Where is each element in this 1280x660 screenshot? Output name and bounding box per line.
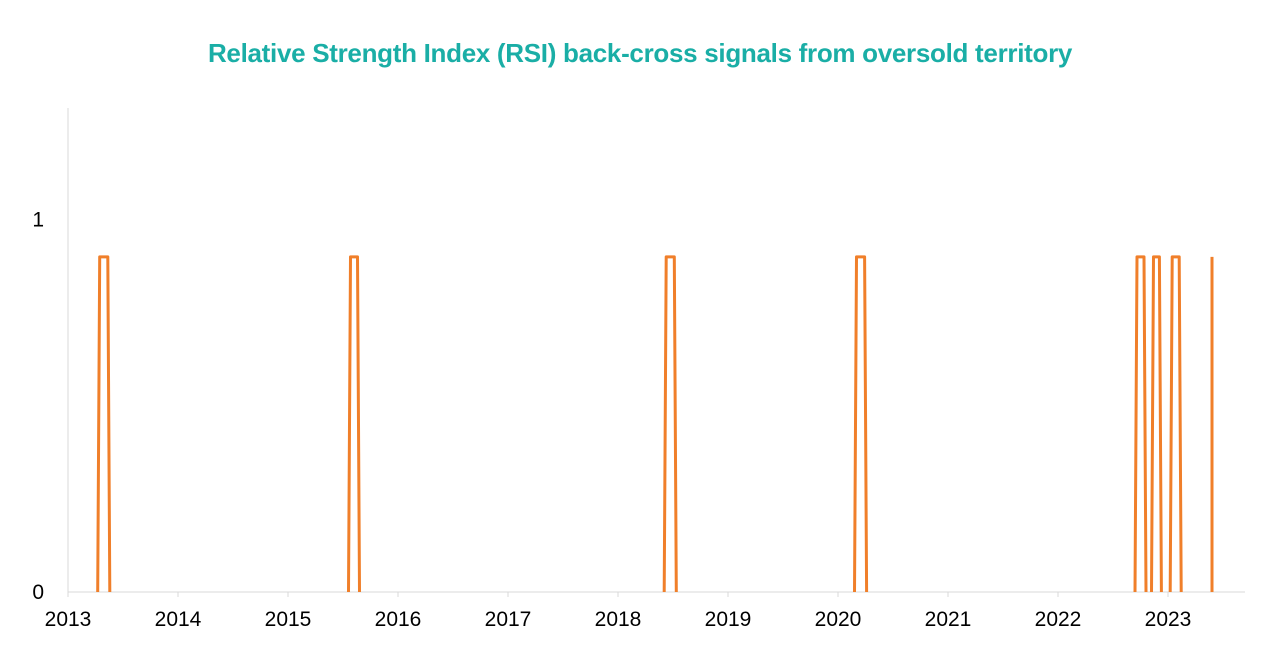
signal-pulse [1168, 255, 1183, 593]
x-tick-label: 2014 [155, 608, 202, 631]
x-tick-label: 2023 [1145, 608, 1192, 631]
signal-pulse [853, 255, 869, 593]
x-tick-label: 2020 [815, 608, 862, 631]
y-axis-ticks: 01 [32, 209, 44, 604]
x-axis-ticks: 2013 2014 2015 2016 2017 2018 2019 2020 2021 2022… [45, 592, 1192, 631]
x-tick-label: 2019 [705, 608, 752, 631]
signal-pulse [347, 255, 361, 593]
signal-pulse [1150, 255, 1163, 593]
signal-pulse [662, 255, 678, 593]
signal-pulse [1133, 255, 1148, 593]
chart-title: Relative Strength Index (RSI) back-cross… [207, 38, 1073, 68]
y-tick-label: 1 [32, 209, 44, 232]
x-tick-label: 2022 [1035, 608, 1082, 631]
x-tick-label: 2015 [265, 608, 312, 631]
x-tick-label: 2016 [375, 608, 422, 631]
series-layer [96, 255, 1214, 593]
x-tick-label: 2017 [485, 608, 532, 631]
x-tick-label: 2013 [45, 608, 92, 631]
x-tick-label: 2018 [595, 608, 642, 631]
signal-pulse [96, 255, 112, 593]
x-tick-label: 2021 [925, 608, 972, 631]
y-tick-label: 0 [32, 581, 44, 604]
